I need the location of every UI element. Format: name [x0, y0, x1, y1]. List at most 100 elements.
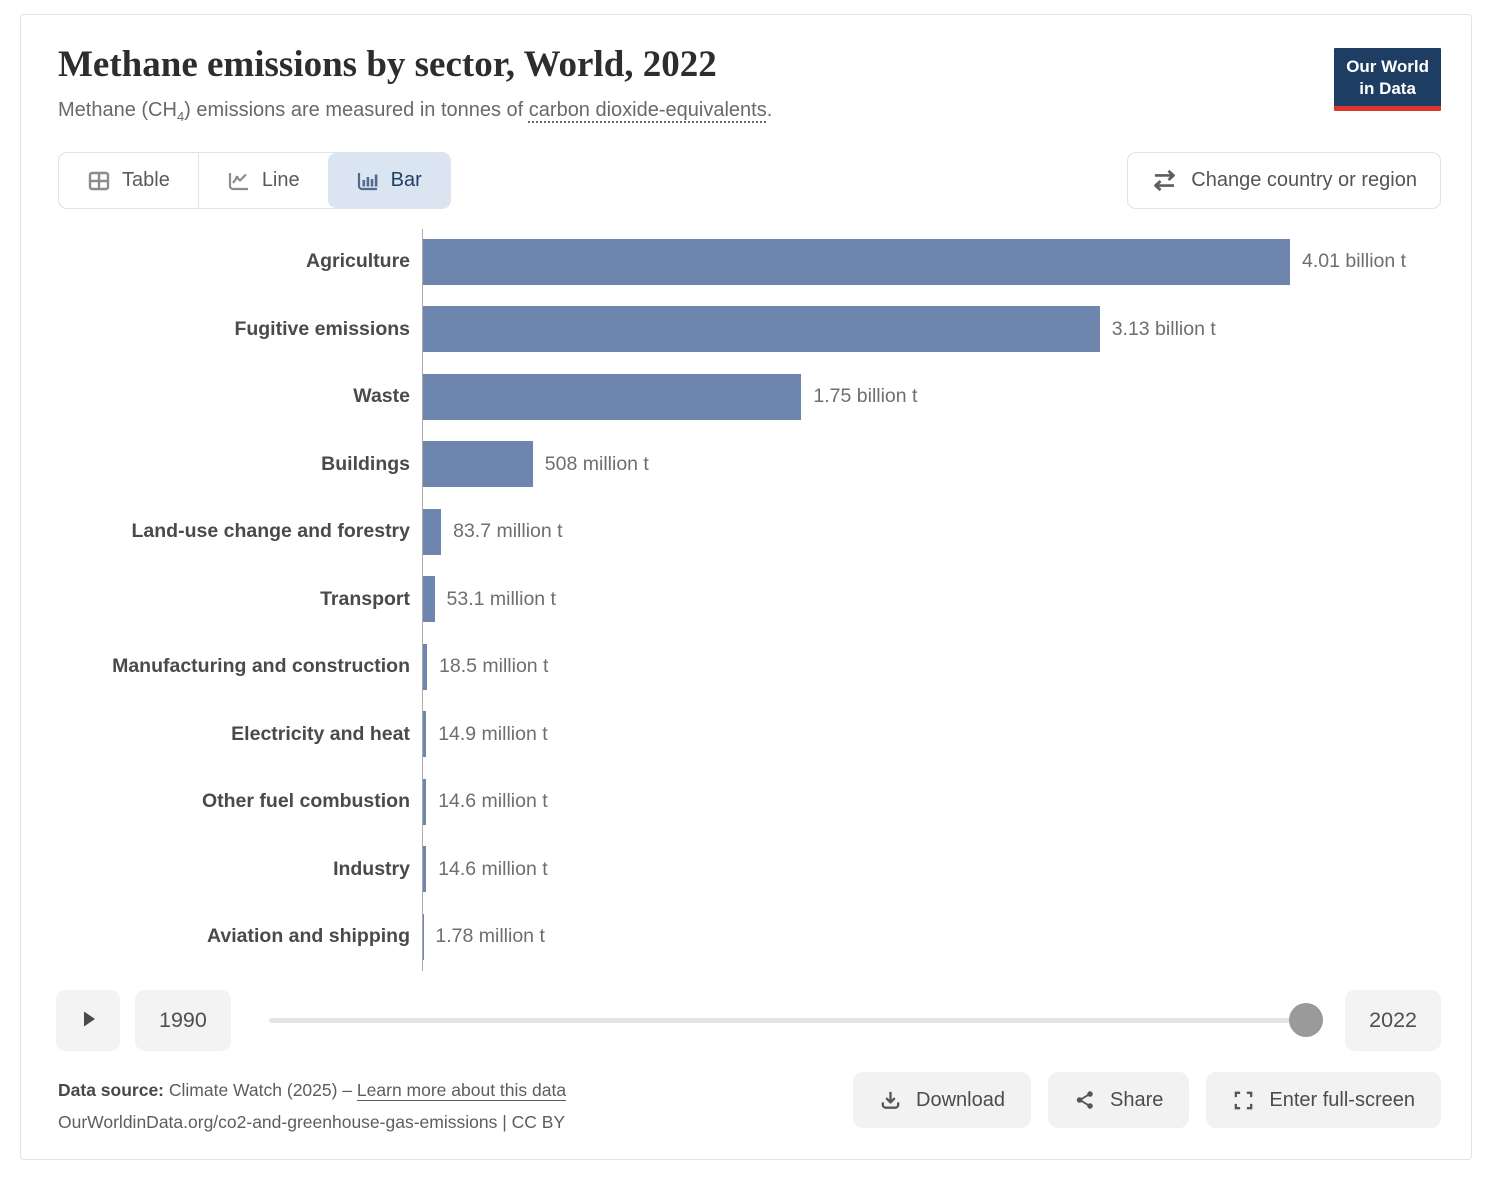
tab-label: Bar	[391, 169, 422, 192]
bar-area: 3.13 billion t	[423, 306, 1441, 352]
bar-category-label: Fugitive emissions	[58, 318, 410, 341]
bar-row: Waste 1.75 billion t	[58, 363, 1441, 431]
tab-label: Table	[122, 169, 170, 192]
bar-row: Agriculture 4.01 billion t	[58, 228, 1441, 296]
bar-category-label: Agriculture	[58, 250, 410, 273]
bar-row: Industry 14.6 million t	[58, 836, 1441, 904]
bar-category-label: Buildings	[58, 453, 410, 476]
timeline-start-year[interactable]: 1990	[135, 990, 231, 1051]
bar[interactable]	[423, 576, 435, 622]
bar-area: 1.75 billion t	[423, 374, 1441, 420]
logo-line2: in Data	[1346, 78, 1429, 100]
subtitle-definition-link[interactable]: carbon dioxide-equivalents	[529, 99, 767, 121]
bar-area: 18.5 million t	[423, 644, 1441, 690]
bar-category-label: Electricity and heat	[58, 723, 410, 746]
play-button[interactable]	[56, 990, 120, 1051]
timeline-end-year[interactable]: 2022	[1345, 990, 1441, 1051]
chart-frame: Methane emissions by sector, World, 2022…	[20, 14, 1472, 1160]
bar-area: 4.01 billion t	[423, 239, 1441, 285]
bar-category-label: Land-use change and forestry	[58, 520, 410, 543]
play-icon	[76, 1007, 100, 1034]
tab-label: Line	[262, 169, 300, 192]
bar-row: Buildings 508 million t	[58, 431, 1441, 499]
bar-value-label: 1.78 million t	[435, 925, 544, 948]
y-axis-line	[422, 229, 423, 971]
bar-row: Land-use change and forestry 83.7 million…	[58, 498, 1441, 566]
bar-row: Fugitive emissions 3.13 billion t	[58, 296, 1441, 364]
share-button[interactable]: Share	[1048, 1072, 1189, 1128]
bar-row: Aviation and shipping 1.78 million t	[58, 903, 1441, 971]
bar[interactable]	[423, 779, 426, 825]
slider-handle[interactable]	[1289, 1003, 1323, 1037]
share-icon	[1074, 1089, 1096, 1111]
subtitle-text: ) emissions are measured in tonnes of	[184, 99, 529, 121]
table-icon	[87, 169, 111, 193]
bar-area: 14.6 million t	[423, 779, 1441, 825]
bar-value-label: 83.7 million t	[453, 520, 562, 543]
download-button[interactable]: Download	[853, 1072, 1031, 1128]
slider-track[interactable]	[269, 1018, 1321, 1023]
bar-value-label: 3.13 billion t	[1112, 318, 1216, 341]
bar[interactable]	[423, 509, 441, 555]
chart-type-tabs: Table Line Bar	[58, 152, 451, 209]
bar-category-label: Manufacturing and construction	[58, 655, 410, 678]
share-label: Share	[1110, 1089, 1163, 1112]
bar-category-label: Aviation and shipping	[58, 925, 410, 948]
bar[interactable]	[423, 711, 426, 757]
timeline-slider[interactable]	[269, 990, 1321, 1051]
fullscreen-icon	[1232, 1089, 1255, 1112]
page-title: Methane emissions by sector, World, 2022	[58, 43, 1311, 87]
bar-chart: Agriculture 4.01 billion t Fugitive emissi…	[58, 228, 1441, 972]
bar-value-label: 14.9 million t	[438, 723, 547, 746]
learn-more-link[interactable]: Learn more about this data	[357, 1080, 566, 1100]
timeline: 1990 2022	[56, 990, 1441, 1051]
citation-line: OurWorldinData.org/co2-and-greenhouse-ga…	[58, 1106, 566, 1138]
bar[interactable]	[423, 239, 1290, 285]
bar-area: 14.6 million t	[423, 846, 1441, 892]
subtitle-text: Methane (CH	[58, 99, 177, 121]
change-country-button[interactable]: Change country or region	[1127, 152, 1441, 209]
chart-subtitle: Methane (CH4) emissions are measured in …	[58, 97, 1311, 126]
download-label: Download	[916, 1089, 1005, 1112]
bar-category-label: Other fuel combustion	[58, 790, 410, 813]
change-country-label: Change country or region	[1191, 169, 1417, 192]
bar[interactable]	[423, 644, 427, 690]
fullscreen-label: Enter full-screen	[1269, 1089, 1415, 1112]
data-source-label: Data source:	[58, 1080, 164, 1100]
bar[interactable]	[423, 306, 1100, 352]
bar-value-label: 1.75 billion t	[813, 385, 917, 408]
tab-table[interactable]: Table	[59, 153, 198, 208]
bar-category-label: Waste	[58, 385, 410, 408]
data-source-text: Climate Watch (2025) –	[164, 1080, 357, 1100]
action-buttons: Download Share Enter full-screen	[853, 1072, 1441, 1128]
fullscreen-button[interactable]: Enter full-screen	[1206, 1072, 1441, 1128]
bar-category-label: Industry	[58, 858, 410, 881]
bar-value-label: 14.6 million t	[438, 858, 547, 881]
tab-bar[interactable]: Bar	[328, 153, 450, 208]
bar[interactable]	[423, 374, 801, 420]
bar[interactable]	[423, 441, 533, 487]
bar-value-label: 4.01 billion t	[1302, 250, 1406, 273]
bar-chart-rows: Agriculture 4.01 billion t Fugitive emissi…	[58, 228, 1441, 971]
bar-area: 508 million t	[423, 441, 1441, 487]
download-icon	[879, 1089, 902, 1112]
bar-value-label: 14.6 million t	[438, 790, 547, 813]
tab-line[interactable]: Line	[199, 153, 328, 208]
bar[interactable]	[423, 846, 426, 892]
bar-chart-icon	[356, 169, 380, 193]
line-chart-icon	[227, 169, 251, 193]
source-block: Data source: Climate Watch (2025) – Lear…	[58, 1074, 566, 1139]
bar-row: Manufacturing and construction 18.5 milli…	[58, 633, 1441, 701]
bar-area: 53.1 million t	[423, 576, 1441, 622]
subtitle-text: .	[767, 99, 773, 121]
bar-row: Other fuel combustion 14.6 million t	[58, 768, 1441, 836]
bar-value-label: 53.1 million t	[447, 588, 556, 611]
data-source-line: Data source: Climate Watch (2025) – Lear…	[58, 1074, 566, 1106]
bar-area: 83.7 million t	[423, 509, 1441, 555]
bar-value-label: 508 million t	[545, 453, 649, 476]
footer: Data source: Climate Watch (2025) – Lear…	[58, 1072, 1441, 1139]
controls-row: Table Line Bar Change country or region	[58, 152, 1441, 209]
owid-logo[interactable]: Our World in Data	[1334, 48, 1441, 111]
bar-area: 14.9 million t	[423, 711, 1441, 757]
